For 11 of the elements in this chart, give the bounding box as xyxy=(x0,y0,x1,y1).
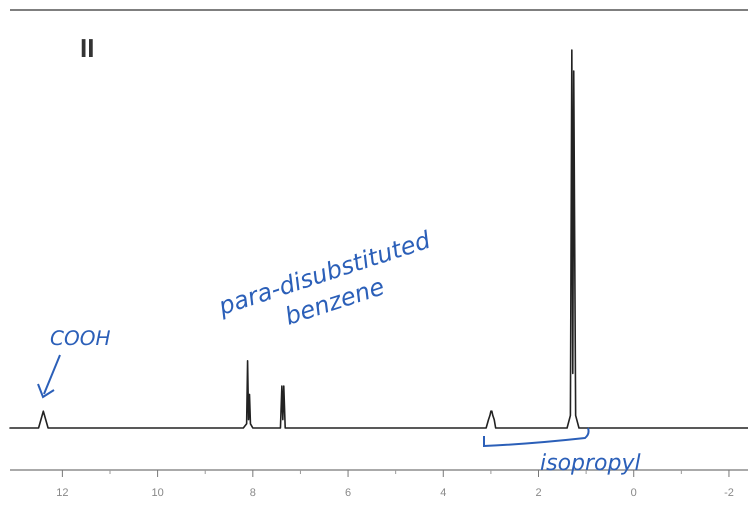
x-tick-label: 12 xyxy=(56,487,68,499)
x-tick-label: -2 xyxy=(724,487,734,499)
x-tick-label: 6 xyxy=(344,487,352,499)
annotation: COOH xyxy=(50,326,110,350)
x-tick-label: 8 xyxy=(250,487,256,499)
chart-title: II xyxy=(80,33,94,63)
x-tick-label: 10 xyxy=(151,487,164,499)
x-tick-label: 2 xyxy=(535,487,542,499)
x-tick-label: 0 xyxy=(630,487,637,499)
annotation: isopropyl xyxy=(540,451,641,476)
x-tick-label: 4 xyxy=(440,487,446,499)
